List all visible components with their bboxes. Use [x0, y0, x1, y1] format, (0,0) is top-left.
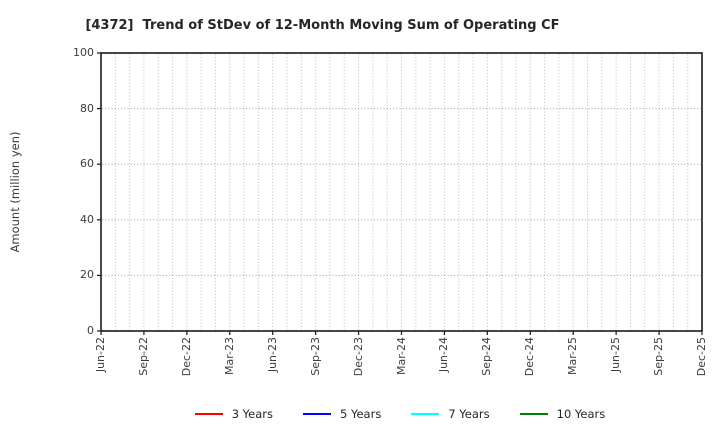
- x-tick-label: Sep-24: [480, 337, 494, 376]
- x-tick-label: Jun-24: [437, 337, 451, 373]
- x-tick-label: Sep-23: [308, 337, 322, 376]
- y-tick-label: 20: [80, 268, 94, 282]
- x-tick-label: Dec-23: [351, 337, 365, 377]
- legend-line-swatch: [519, 412, 548, 416]
- x-tick-label: Dec-22: [179, 337, 193, 377]
- legend: 3 Years 5 Years 7 Years 10 Years: [80, 404, 720, 424]
- x-tick-label: Jun-23: [265, 337, 279, 373]
- x-tick-label: Dec-25: [695, 337, 708, 377]
- legend-item-10-years: 10 Years: [519, 407, 606, 421]
- y-tick-label: 80: [80, 101, 94, 115]
- y-tick-label: 60: [80, 157, 94, 171]
- x-tick-label: Dec-24: [523, 337, 537, 377]
- x-tick-label: Jun-22: [94, 337, 107, 373]
- x-tick-label: Sep-22: [136, 337, 150, 376]
- y-tick-label: 100: [73, 46, 94, 59]
- legend-item-3-years: 3 Years: [194, 407, 274, 421]
- x-tick-label: Mar-23: [222, 337, 236, 376]
- legend-label: 5 Years: [340, 407, 382, 421]
- x-tick-label: Mar-25: [566, 337, 580, 376]
- legend-line-swatch: [194, 412, 223, 416]
- legend-label: 10 Years: [556, 407, 606, 421]
- x-tick-label: Jun-25: [609, 337, 623, 373]
- legend-line-swatch: [411, 412, 440, 416]
- legend-label: 3 Years: [231, 407, 274, 421]
- y-tick-label: 40: [80, 212, 94, 226]
- legend-item-7-years: 7 Years: [411, 407, 490, 421]
- y-tick-label: 0: [87, 324, 94, 337]
- x-tick-label: Mar-24: [394, 337, 408, 376]
- legend-item-5-years: 5 Years: [303, 407, 381, 421]
- x-tick-label: Sep-25: [652, 337, 666, 376]
- legend-label: 7 Years: [448, 407, 490, 421]
- chart-title: [4372] Trend of StDev of 12-Month Moving…: [85, 18, 560, 33]
- legend-line-swatch: [303, 412, 332, 416]
